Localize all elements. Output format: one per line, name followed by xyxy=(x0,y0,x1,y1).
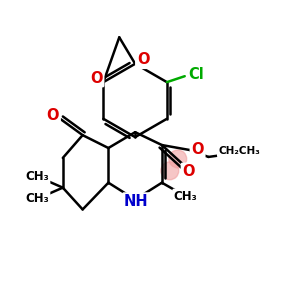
Circle shape xyxy=(169,150,187,168)
Circle shape xyxy=(161,162,179,180)
Text: Cl: Cl xyxy=(189,67,205,82)
Text: CH₂CH₃: CH₂CH₃ xyxy=(218,146,260,156)
Text: O: O xyxy=(137,52,149,67)
Text: CH₃: CH₃ xyxy=(174,190,197,203)
Text: CH₃: CH₃ xyxy=(25,192,49,205)
Text: O: O xyxy=(182,164,195,179)
Text: NH: NH xyxy=(124,194,148,209)
Text: O: O xyxy=(191,142,204,157)
Text: O: O xyxy=(90,71,103,86)
Text: CH₃: CH₃ xyxy=(25,170,49,183)
Text: O: O xyxy=(47,108,59,123)
